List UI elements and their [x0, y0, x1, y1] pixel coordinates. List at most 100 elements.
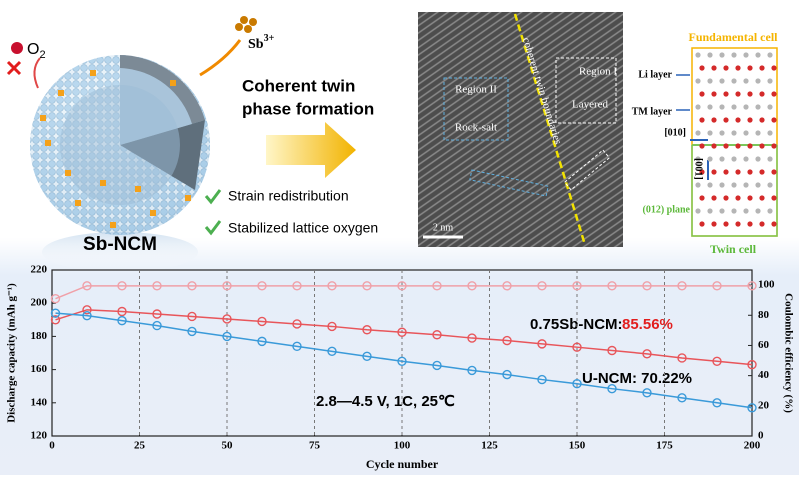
data-point [397, 356, 407, 366]
x-tick-label: 100 [394, 440, 411, 452]
data-point [292, 341, 302, 352]
annotation: 2.8—4.5 V, 1C, 25℃ [316, 393, 455, 410]
data-point [607, 281, 617, 291]
atom [707, 130, 713, 136]
data-point [537, 374, 547, 385]
atom [767, 104, 773, 110]
atom [759, 117, 765, 123]
crystal-label: TM layer [632, 106, 673, 117]
x-tick-label: 50 [222, 440, 234, 452]
x-tick-label: 175 [656, 440, 673, 452]
atom [771, 195, 777, 201]
crystal-label: Li layer [638, 69, 672, 80]
data-point [152, 320, 162, 331]
data-point [82, 281, 92, 291]
y2-tick-label: 0 [758, 430, 764, 442]
atom [735, 221, 741, 227]
data-point [467, 281, 477, 291]
atom [747, 65, 753, 71]
atom [759, 91, 765, 97]
atom [735, 169, 741, 175]
atom [771, 169, 777, 175]
data-point [607, 383, 617, 394]
atom [719, 104, 725, 110]
data-point [502, 281, 512, 291]
series-line [55, 309, 753, 366]
atom [731, 182, 737, 188]
atom [755, 208, 761, 214]
process-line: phase formation [242, 99, 374, 118]
x-tick-label: 150 [569, 440, 586, 452]
atom [755, 130, 761, 136]
atom [723, 221, 729, 227]
atom [755, 52, 761, 58]
process-line: Coherent twin [242, 76, 355, 95]
atom [731, 156, 737, 162]
atom [695, 104, 701, 110]
atom [695, 208, 701, 214]
atom [695, 52, 701, 58]
atom [755, 156, 761, 162]
atom [735, 65, 741, 71]
atom [735, 195, 741, 201]
data-point [642, 281, 652, 291]
atom [771, 91, 777, 97]
atom [747, 143, 753, 149]
data-point [117, 281, 127, 291]
data-point [187, 311, 197, 322]
data-point [397, 327, 407, 337]
atom [747, 91, 753, 97]
data-point [537, 281, 547, 291]
tem-label: Region II [455, 84, 497, 96]
atom [767, 78, 773, 84]
data-point [362, 281, 372, 291]
y-tick-label: 160 [31, 363, 48, 375]
atom [699, 65, 705, 71]
arrow [266, 122, 356, 178]
check-icon [204, 220, 222, 236]
atom [735, 143, 741, 149]
atom [743, 182, 749, 188]
data-point [327, 321, 337, 332]
atom [711, 221, 717, 227]
tem-label: Region I [579, 66, 618, 78]
atom [771, 143, 777, 149]
crystal-label: (012) plane [643, 204, 691, 215]
data-point [467, 333, 477, 343]
data-point [642, 388, 652, 398]
atom [695, 78, 701, 84]
data-point [327, 281, 337, 291]
dopant-label: Sb3+ [248, 33, 275, 52]
atom [731, 104, 737, 110]
tem-label: Layered [572, 99, 609, 111]
atom [711, 91, 717, 97]
data-point [712, 281, 722, 291]
atom [771, 65, 777, 71]
atom [759, 65, 765, 71]
atom [707, 52, 713, 58]
crystal-model [676, 47, 778, 237]
atom [699, 143, 705, 149]
atom [699, 91, 705, 97]
y-tick-label: 140 [31, 396, 48, 408]
x-tick-label: 25 [134, 440, 146, 452]
x-tick-label: 75 [309, 440, 321, 452]
atom [711, 143, 717, 149]
atom [759, 195, 765, 201]
atom [695, 182, 701, 188]
atom [707, 208, 713, 214]
data-point [747, 403, 757, 413]
atom [759, 221, 765, 227]
atom [767, 130, 773, 136]
crystal-label: [001] [693, 158, 704, 180]
crystal-title: Fundamental cell [689, 30, 779, 44]
data-point [432, 360, 442, 371]
data-point [712, 398, 722, 408]
atom [695, 130, 701, 136]
crystal-title: Twin cell [710, 242, 757, 256]
y-tick-label: 180 [31, 330, 48, 342]
annotation: U-NCM: 70.22% [582, 370, 692, 387]
annotation: 85.56% [622, 316, 673, 333]
y2-axis-label: Coulombic efficiency (%) [782, 293, 794, 413]
